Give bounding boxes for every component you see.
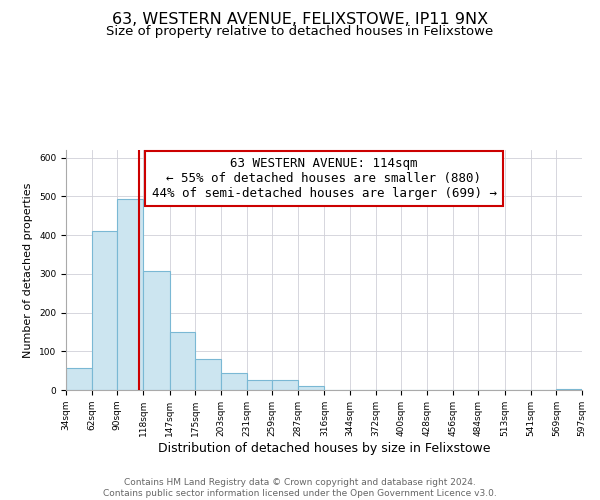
Text: 63, WESTERN AVENUE, FELIXSTOWE, IP11 9NX: 63, WESTERN AVENUE, FELIXSTOWE, IP11 9NX (112, 12, 488, 28)
Bar (66, 368, 92, 390)
Bar (556, 389, 582, 390)
X-axis label: Distribution of detached houses by size in Felixstowe: Distribution of detached houses by size … (158, 442, 490, 454)
Bar (247, 380, 272, 390)
Bar (298, 386, 325, 390)
Y-axis label: Number of detached properties: Number of detached properties (23, 182, 34, 358)
Bar (195, 358, 221, 390)
Bar (272, 380, 298, 390)
Text: 63 WESTERN AVENUE: 114sqm
← 55% of detached houses are smaller (880)
44% of semi: 63 WESTERN AVENUE: 114sqm ← 55% of detac… (151, 157, 497, 200)
Bar (92, 232, 118, 390)
Text: Contains HM Land Registry data © Crown copyright and database right 2024.
Contai: Contains HM Land Registry data © Crown c… (103, 478, 497, 498)
Bar (118, 199, 143, 390)
Bar (221, 373, 247, 390)
Bar (170, 332, 195, 390)
Text: Size of property relative to detached houses in Felixstowe: Size of property relative to detached ho… (106, 25, 494, 38)
Bar (143, 271, 170, 390)
